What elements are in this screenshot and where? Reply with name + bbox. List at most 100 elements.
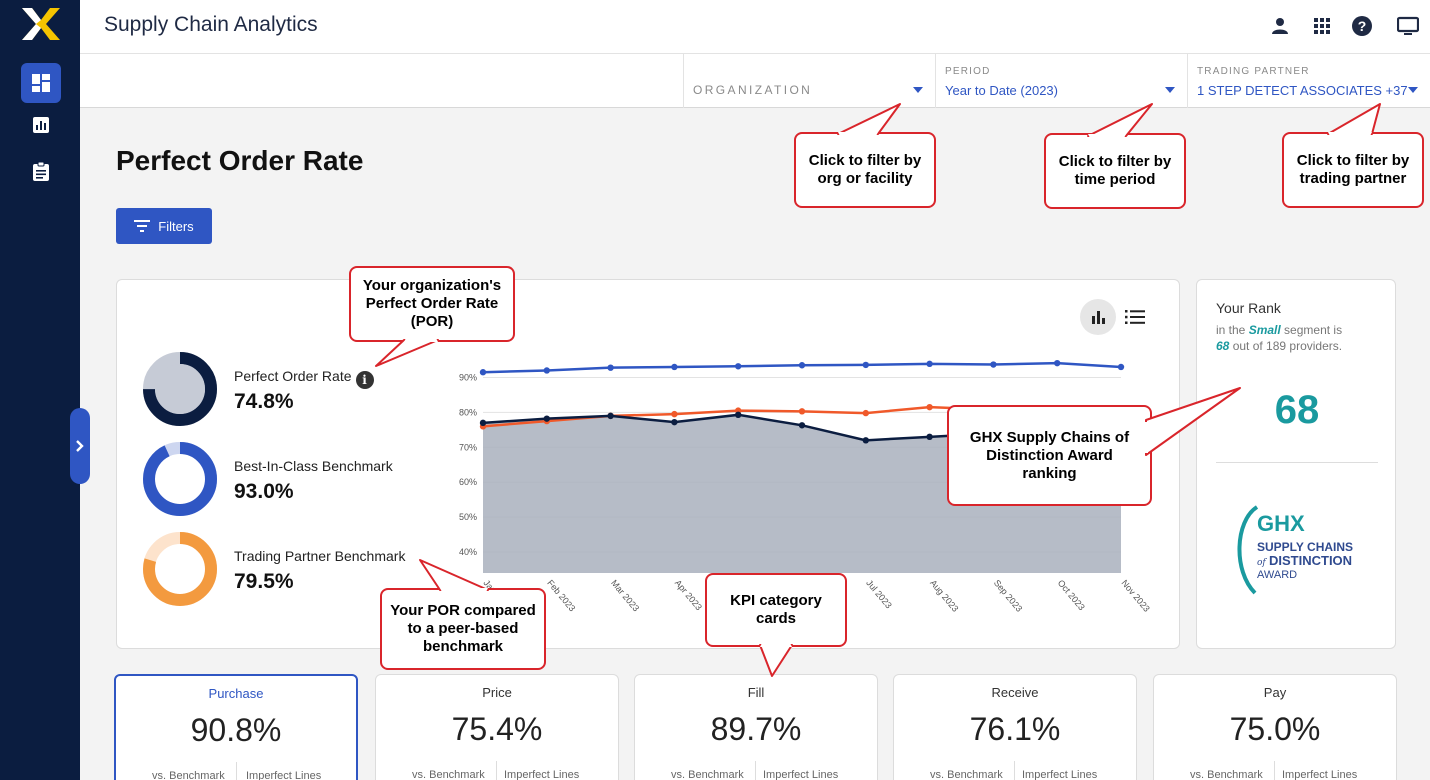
apps-grid-icon[interactable]	[1310, 14, 1334, 38]
divider	[755, 761, 756, 780]
monitor-icon[interactable]	[1396, 14, 1420, 38]
data-point	[1117, 363, 1125, 371]
callout-peer-benchmark: Your POR compared to a peer-based benchm…	[380, 588, 546, 670]
data-point	[735, 411, 742, 419]
list-view-toggle[interactable]	[1123, 305, 1147, 329]
help-icon[interactable]: ?	[1350, 14, 1374, 38]
y-tick-label: 40%	[459, 547, 477, 557]
data-point	[926, 360, 933, 368]
data-point	[543, 415, 550, 422]
kpi-value: 75.4%	[451, 711, 543, 747]
callout-kpi-cards: KPI category cards	[705, 573, 847, 647]
data-point	[990, 361, 997, 368]
rank-inline-value: 68	[1216, 339, 1230, 353]
organization-placeholder: ORGANIZATION	[693, 83, 813, 97]
y-tick-label: 90%	[459, 372, 477, 382]
metric-label: Trading Partner Benchmark	[234, 548, 406, 564]
kpi-card-purchase[interactable]: Purchase 90.8% vs. Benchmark Imperfect L…	[114, 674, 358, 780]
sidebar	[0, 0, 80, 780]
dashboard-icon	[32, 74, 50, 92]
svg-text:GHX: GHX	[1257, 511, 1305, 536]
bar-chart-toggle[interactable]	[1080, 299, 1116, 335]
x-tick-label: Oct 2023	[1056, 578, 1087, 612]
svg-text:?: ?	[1358, 18, 1367, 34]
ghx-supply-chains-of-distinction-logo: GHX SUPPLY CHAINS of DISTINCTION AWARD	[1237, 505, 1353, 595]
data-point	[671, 418, 678, 426]
sidebar-item-tasks[interactable]	[21, 151, 61, 191]
metric-label: Perfect Order Rate i	[234, 368, 374, 389]
segment-name: Small	[1248, 323, 1281, 337]
sidebar-expand-button[interactable]	[70, 408, 90, 484]
list-icon	[1125, 310, 1145, 324]
chevron-right-icon	[76, 440, 84, 452]
filters-button-label: Filters	[158, 218, 194, 234]
sidebar-item-reports[interactable]	[21, 105, 61, 145]
rank-card: Your Rank in the Small segment is 68 out…	[1196, 279, 1396, 649]
data-point	[607, 364, 614, 371]
kpi-vs-benchmark: vs. Benchmark	[412, 769, 485, 780]
filter-bar: ORGANIZATION PERIOD Year to Date (2023) …	[80, 54, 1430, 108]
x-tick-label: Sep 2023	[992, 578, 1024, 614]
page-title: Perfect Order Rate	[116, 145, 364, 176]
kpi-name: Purchase	[208, 686, 264, 701]
period-select[interactable]: PERIOD Year to Date (2023)	[935, 54, 1187, 108]
kpi-name: Fill	[747, 685, 765, 700]
kpi-name: Price	[482, 685, 512, 700]
rank-number: 68	[1274, 388, 1320, 432]
kpi-imperfect-lines: Imperfect Lines	[1282, 769, 1358, 780]
divider	[236, 762, 237, 780]
app-header: Supply Chain Analytics ?	[80, 0, 1430, 54]
kpi-value: 76.1%	[969, 711, 1061, 747]
svg-text:AWARD: AWARD	[1257, 569, 1297, 581]
svg-text:of: of	[1257, 558, 1267, 568]
filters-button[interactable]: Filters	[116, 208, 212, 244]
metric-label: Best-In-Class Benchmark	[234, 458, 393, 474]
kpi-card-receive[interactable]: Receive 76.1% vs. Benchmark Imperfect Li…	[893, 674, 1137, 780]
data-point	[1054, 359, 1061, 367]
user-icon[interactable]	[1268, 14, 1292, 38]
data-point	[479, 369, 487, 376]
x-tick-label: Feb 2023	[545, 578, 577, 614]
sidebar-item-dashboard[interactable]	[21, 63, 61, 103]
best-in-class-donut	[143, 442, 217, 516]
ghx-x-logo[interactable]	[22, 8, 60, 40]
organization-select[interactable]: ORGANIZATION	[683, 54, 935, 108]
metric-value: 74.8%	[234, 390, 294, 413]
trading-partner-select[interactable]: TRADING PARTNER 1 STEP DETECT ASSOCIATES…	[1187, 54, 1430, 108]
data-point	[671, 363, 678, 371]
dropdown-caret-icon	[1408, 87, 1418, 93]
kpi-card-fill[interactable]: Fill 89.7% vs. Benchmark Imperfect Lines	[634, 674, 878, 780]
dropdown-caret-icon	[913, 87, 923, 93]
callout-award-ranking: GHX Supply Chains of Distinction Award r…	[947, 405, 1152, 506]
data-point	[862, 409, 869, 417]
y-tick-label: 70%	[459, 442, 477, 452]
svg-text:DISTINCTION: DISTINCTION	[1269, 553, 1352, 568]
kpi-card-pay[interactable]: Pay 75.0% vs. Benchmark Imperfect Lines	[1153, 674, 1397, 780]
data-point	[926, 403, 933, 411]
por-donut	[143, 352, 217, 426]
trading-partner-label: TRADING PARTNER	[1197, 66, 1310, 77]
kpi-name: Receive	[991, 685, 1039, 700]
data-point	[862, 437, 869, 444]
info-icon[interactable]: i	[355, 371, 374, 389]
period-label: PERIOD	[945, 66, 991, 77]
y-tick-label: 60%	[459, 477, 477, 487]
rank-title: Your Rank	[1216, 300, 1281, 316]
rank-description: in the Small segment is 68 out of 189 pr…	[1216, 323, 1343, 353]
metric-value: 93.0%	[234, 480, 294, 503]
divider	[1274, 761, 1275, 780]
metric-value: 79.5%	[234, 570, 294, 593]
kpi-card-price[interactable]: Price 75.4% vs. Benchmark Imperfect Line…	[375, 674, 619, 780]
data-point	[735, 363, 742, 370]
x-tick-label: Mar 2023	[609, 578, 641, 614]
kpi-imperfect-lines: Imperfect Lines	[763, 769, 839, 780]
kpi-name: Pay	[1263, 685, 1287, 700]
divider	[1014, 761, 1015, 780]
kpi-vs-benchmark: vs. Benchmark	[152, 770, 225, 780]
kpi-imperfect-lines: Imperfect Lines	[1022, 769, 1098, 780]
chart-icon	[33, 117, 49, 133]
x-tick-label: Aug 2023	[928, 578, 960, 614]
data-point	[607, 412, 614, 420]
callout-por: Your organization's Perfect Order Rate (…	[349, 266, 515, 342]
x-tick-label: Nov 2023	[1119, 578, 1151, 614]
